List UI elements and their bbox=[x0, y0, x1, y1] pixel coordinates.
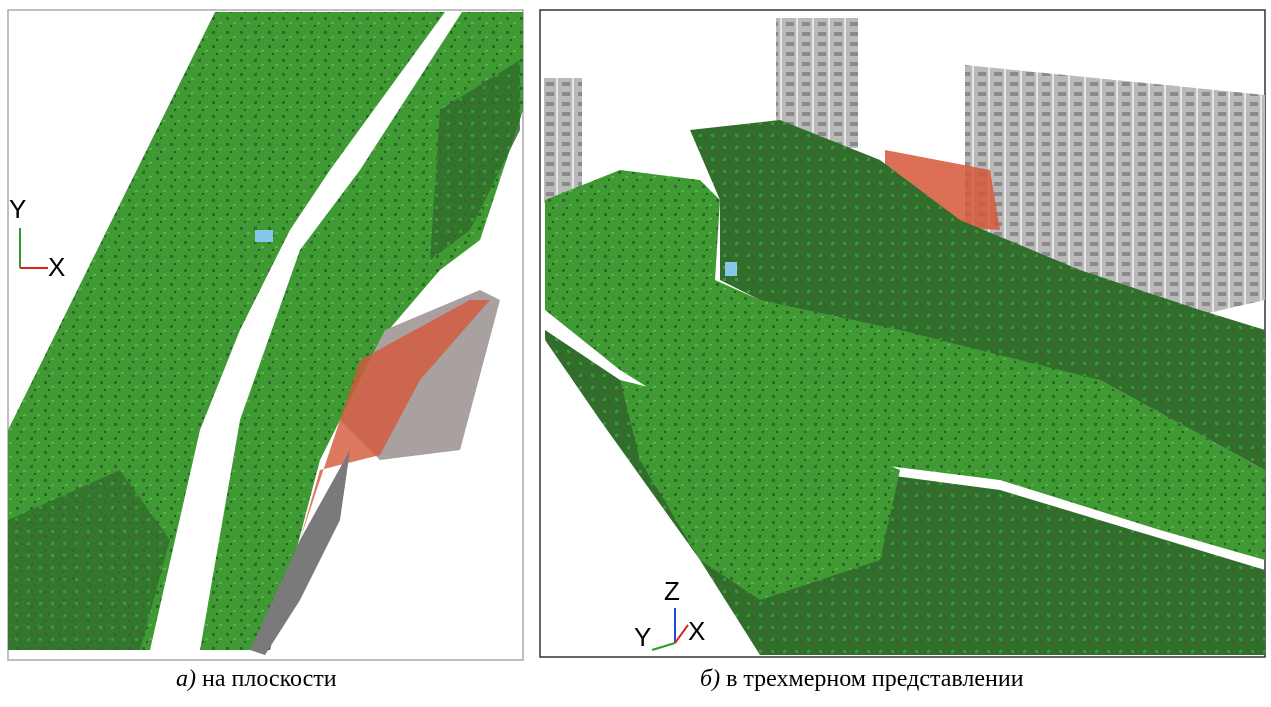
caption-text: на плоскости bbox=[202, 666, 337, 692]
panel-right: Z Y X bbox=[540, 10, 1265, 657]
caption-label: б) bbox=[700, 666, 720, 692]
caption-text: в трехмерном представлении bbox=[726, 666, 1024, 692]
axis-label: Z bbox=[664, 576, 680, 606]
water bbox=[725, 262, 737, 276]
axis-label: X bbox=[688, 616, 705, 646]
axis-label: Y bbox=[634, 622, 651, 652]
figure: Y X Z Y X bbox=[0, 0, 1271, 707]
page: Y X Z Y X а) на плоскости б) в трехмерно… bbox=[0, 0, 1271, 707]
caption: б) в трехмерном представлении bbox=[700, 666, 1024, 693]
panel-left: Y X bbox=[8, 10, 523, 660]
caption-label: а) bbox=[176, 666, 196, 692]
axis-label: Y bbox=[9, 194, 26, 224]
building bbox=[544, 78, 582, 203]
axis-label: X bbox=[48, 252, 65, 282]
water bbox=[255, 230, 273, 242]
caption: а) на плоскости bbox=[176, 666, 337, 693]
